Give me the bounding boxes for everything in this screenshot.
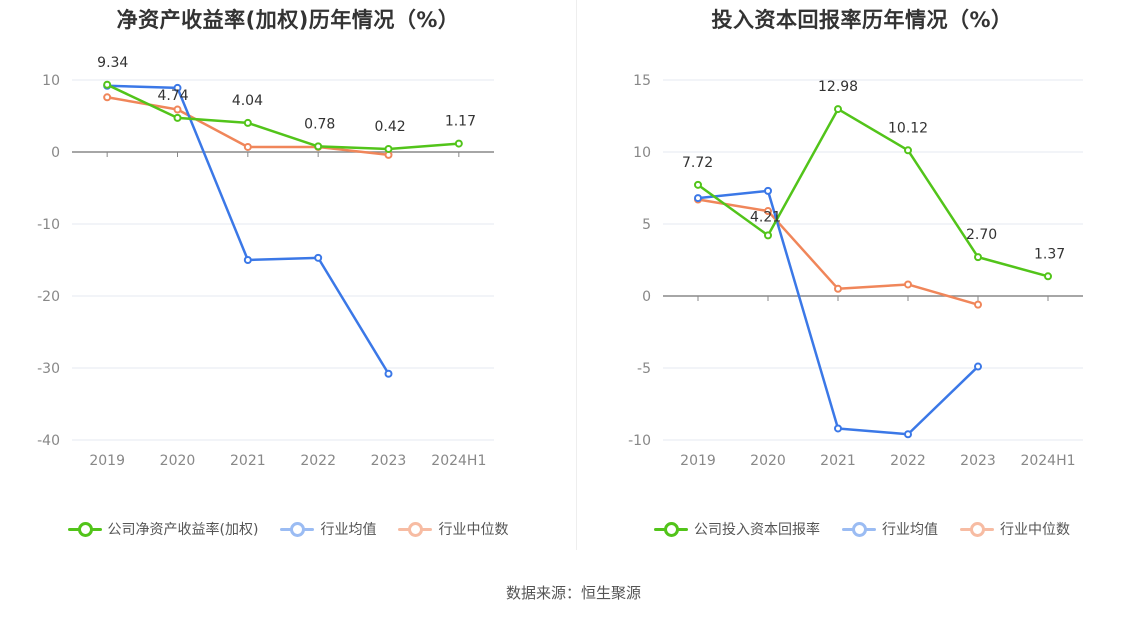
data-point bbox=[454, 139, 463, 148]
data-point bbox=[314, 142, 323, 151]
y-tick-label: 15 bbox=[633, 73, 651, 89]
legend-item-industry-median[interactable]: 行业中位数 bbox=[398, 519, 508, 539]
data-point bbox=[103, 93, 112, 102]
y-tick-label: -20 bbox=[37, 289, 60, 305]
data-point bbox=[974, 253, 982, 262]
y-tick-label: -30 bbox=[37, 361, 60, 377]
data-label: 7.72 bbox=[682, 155, 713, 171]
data-point bbox=[904, 280, 912, 289]
roic-chart-panel: 投入资本回报率历年情况（%） 15 10 5 0 -5 -10 2019 2020 2021 20… bbox=[577, 0, 1147, 560]
chart-title: 净资产收益率(加权)历年情况（%） bbox=[116, 8, 460, 32]
data-point bbox=[764, 186, 772, 195]
y-tick-label: 5 bbox=[642, 217, 651, 233]
data-label: 10.12 bbox=[888, 120, 928, 136]
data-point bbox=[384, 144, 393, 153]
legend-swatch-icon bbox=[842, 522, 876, 537]
x-tick-label: 2023 bbox=[960, 453, 996, 469]
data-label: 1.37 bbox=[1034, 246, 1065, 262]
x-tick-label: 2019 bbox=[680, 453, 716, 469]
y-tick-label: -40 bbox=[37, 433, 60, 449]
legend-item-company[interactable]: 公司投入资本回报率 bbox=[654, 519, 820, 539]
legend-swatch-icon bbox=[398, 522, 433, 537]
roe-line-chart: 10 0 -10 -20 -30 -40 2019 2020 2021 2022 2023 2024H… bbox=[37, 55, 494, 469]
series-line bbox=[106, 83, 459, 151]
x-tick-label: 2020 bbox=[160, 453, 196, 469]
data-point bbox=[834, 105, 842, 114]
data-label: 9.34 bbox=[97, 55, 128, 71]
data-label: 4.04 bbox=[232, 93, 263, 109]
data-point bbox=[834, 424, 842, 433]
data-label: 4.21 bbox=[750, 209, 781, 225]
x-tick-label: 2021 bbox=[820, 453, 856, 469]
legend-item-industry-median[interactable]: 行业中位数 bbox=[960, 519, 1070, 539]
y-tick-label: 10 bbox=[633, 145, 651, 161]
legend-label: 行业中位数 bbox=[438, 522, 509, 538]
roe-chart-panel: 净资产收益率(加权)历年情况（%） 10 0 -10 -20 -30 -40 2019 202… bbox=[0, 0, 576, 560]
data-point bbox=[173, 83, 182, 92]
data-point bbox=[243, 256, 252, 264]
y-tick-label: -10 bbox=[628, 433, 651, 449]
chart-title: 投入资本回报率历年情况（%） bbox=[711, 8, 1013, 32]
data-label: 0.42 bbox=[375, 119, 406, 135]
legend-label: 行业均值 bbox=[882, 522, 938, 538]
y-tick-label: 10 bbox=[42, 73, 60, 89]
data-point bbox=[384, 369, 393, 378]
data-point bbox=[1044, 272, 1052, 281]
legend-swatch-icon bbox=[67, 522, 102, 537]
y-tick-label: -5 bbox=[637, 361, 651, 377]
data-label: 12.98 bbox=[818, 79, 858, 95]
x-tick-label: 2023 bbox=[371, 453, 407, 469]
y-tick-label: 0 bbox=[51, 145, 60, 161]
x-tick-label: 2021 bbox=[230, 453, 266, 469]
panel-divider bbox=[576, 0, 577, 550]
data-point bbox=[694, 194, 702, 203]
data-point bbox=[314, 253, 323, 262]
y-tick-label: 0 bbox=[642, 289, 651, 305]
legend-label: 公司净资产收益率(加权) bbox=[107, 522, 259, 538]
data-point bbox=[904, 146, 912, 155]
legend-label: 公司投入资本回报率 bbox=[694, 522, 820, 538]
legend-item-company[interactable]: 公司净资产收益率(加权) bbox=[67, 519, 259, 539]
x-tick-label: 2019 bbox=[89, 453, 125, 469]
legend-item-industry-mean[interactable]: 行业均值 bbox=[280, 519, 376, 539]
x-tick-label: 2024H1 bbox=[431, 453, 486, 469]
data-point bbox=[173, 113, 182, 122]
legend-label: 行业均值 bbox=[320, 522, 377, 538]
chart-legend: 公司净资产收益率(加权) 行业均值 行业中位数 bbox=[0, 519, 576, 539]
data-point bbox=[173, 105, 182, 114]
y-tick-label: -10 bbox=[37, 217, 60, 233]
roic-line-chart: 15 10 5 0 -5 -10 2019 2020 2021 2022 2023 2024H1 7.7… bbox=[628, 73, 1083, 469]
data-point bbox=[694, 180, 702, 189]
data-label: 4.74 bbox=[158, 88, 189, 104]
series-line bbox=[697, 107, 1049, 278]
x-tick-label: 2024H1 bbox=[1020, 453, 1075, 469]
x-tick-label: 2020 bbox=[750, 453, 786, 469]
x-tick-label: 2022 bbox=[890, 453, 926, 469]
legend-item-industry-mean[interactable]: 行业均值 bbox=[842, 519, 938, 539]
data-point bbox=[764, 231, 772, 240]
x-tick-label: 2022 bbox=[300, 453, 336, 469]
data-point bbox=[834, 284, 842, 293]
legend-swatch-icon bbox=[654, 522, 688, 537]
data-point bbox=[103, 80, 112, 89]
data-label: 2.70 bbox=[966, 227, 997, 243]
data-label: 0.78 bbox=[304, 116, 335, 132]
legend-label: 行业中位数 bbox=[1000, 522, 1070, 538]
series-line bbox=[107, 84, 390, 375]
legend-swatch-icon bbox=[960, 522, 994, 537]
data-point bbox=[974, 362, 982, 371]
data-point bbox=[974, 300, 982, 309]
data-point bbox=[243, 118, 252, 127]
chart-legend: 公司投入资本回报率 行业均值 行业中位数 bbox=[577, 519, 1147, 539]
legend-swatch-icon bbox=[280, 522, 315, 537]
data-point bbox=[243, 142, 252, 151]
data-point bbox=[904, 430, 912, 439]
data-point bbox=[764, 207, 772, 216]
data-label: 1.17 bbox=[445, 114, 476, 130]
series-line bbox=[697, 189, 979, 436]
data-source-note: 数据来源：恒生聚源 bbox=[505, 584, 641, 602]
